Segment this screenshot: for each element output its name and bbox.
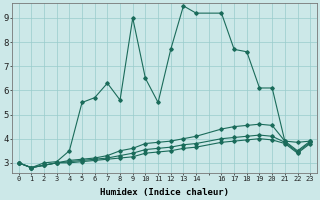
X-axis label: Humidex (Indice chaleur): Humidex (Indice chaleur): [100, 188, 229, 197]
